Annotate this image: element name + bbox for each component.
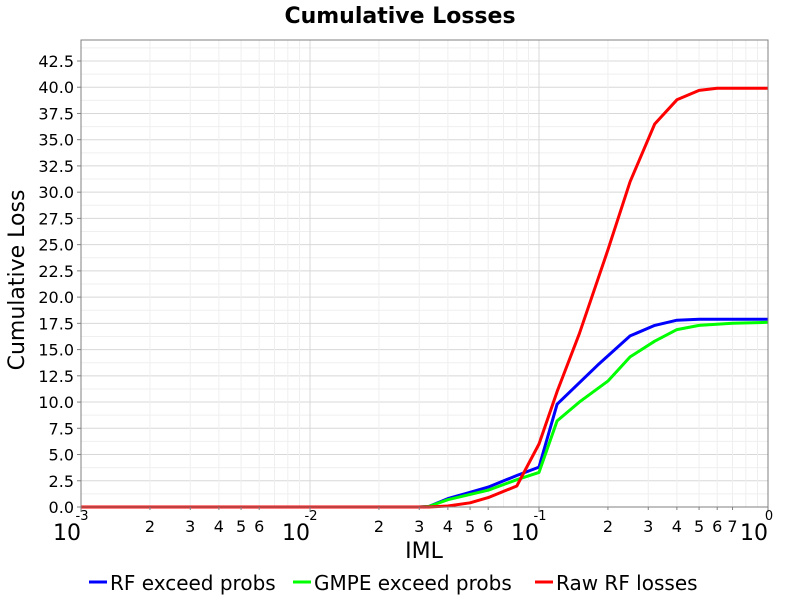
y-tick-label: 42.5 (38, 52, 74, 71)
x-minor-tick-label: 4 (672, 517, 682, 536)
y-tick-label: 40.0 (38, 78, 74, 97)
x-minor-tick-label: 6 (712, 517, 722, 536)
y-axis-label: Cumulative Loss (5, 190, 30, 371)
x-major-tick-base: 10 (740, 521, 768, 546)
x-minor-tick-label: 6 (254, 517, 264, 536)
y-tick-label: 5.0 (49, 446, 74, 465)
plot-area (81, 40, 768, 507)
chart-title: Cumulative Losses (284, 4, 515, 29)
x-minor-tick-label: 3 (185, 517, 195, 536)
y-tick-label: 37.5 (38, 104, 74, 123)
legend-label-1: GMPE exceed probs (314, 571, 512, 595)
x-major-tick-base: 10 (53, 521, 81, 546)
x-minor-tick-label: 7 (727, 517, 737, 536)
y-tick-label: 32.5 (38, 157, 74, 176)
x-major-tick-exponent: -3 (76, 509, 89, 524)
y-axis: 0.0 2.5 5.0 7.5 10.0 12.5 15.0 17.5 20.0 22.5 25.0… (38, 52, 81, 517)
x-minor-tick-label: 4 (443, 517, 453, 536)
legend-label-2: Raw RF losses (556, 571, 698, 595)
y-tick-label: 7.5 (49, 419, 74, 438)
y-tick-label: 22.5 (38, 262, 74, 281)
x-minor-tick-label: 6 (483, 517, 493, 536)
legend: RF exceed probs GMPE exceed probs Raw RF l… (89, 571, 698, 595)
x-major-tick-exponent: -1 (534, 509, 547, 524)
x-major-tick-exponent: -2 (305, 509, 318, 524)
y-tick-label: 17.5 (38, 314, 74, 333)
y-tick-label: 35.0 (38, 131, 74, 150)
y-tick-label: 20.0 (38, 288, 74, 307)
y-tick-label: 15.0 (38, 341, 74, 360)
grid (80, 40, 768, 508)
x-minor-tick-label: 2 (603, 517, 613, 536)
y-tick-label: 2.5 (49, 472, 74, 491)
legend-label-0: RF exceed probs (110, 571, 276, 595)
x-axis-label: IML (405, 539, 443, 564)
x-minor-tick-label: 2 (145, 517, 155, 536)
x-minor-tick-label: 3 (643, 517, 653, 536)
x-minor-tick-label: 4 (214, 517, 224, 536)
y-tick-label: 10.0 (38, 393, 74, 412)
y-tick-label: 27.5 (38, 209, 74, 228)
x-minor-tick-label: 2 (374, 517, 384, 536)
x-minor-tick-label: 5 (236, 517, 246, 536)
x-minor-tick-label: 5 (465, 517, 475, 536)
x-major-tick-exponent: 0 (765, 509, 773, 524)
plot-frame (80, 39, 769, 508)
x-minor-tick-label: 5 (694, 517, 704, 536)
y-tick-label: 0.0 (49, 498, 74, 517)
x-major-tick-base: 10 (282, 521, 310, 546)
series-line-2 (81, 86, 768, 509)
y-tick-label: 30.0 (38, 183, 74, 202)
x-major-tick-base: 10 (511, 521, 539, 546)
y-tick-label: 25.0 (38, 236, 74, 255)
y-tick-label: 12.5 (38, 367, 74, 386)
x-minor-tick-label: 3 (414, 517, 424, 536)
